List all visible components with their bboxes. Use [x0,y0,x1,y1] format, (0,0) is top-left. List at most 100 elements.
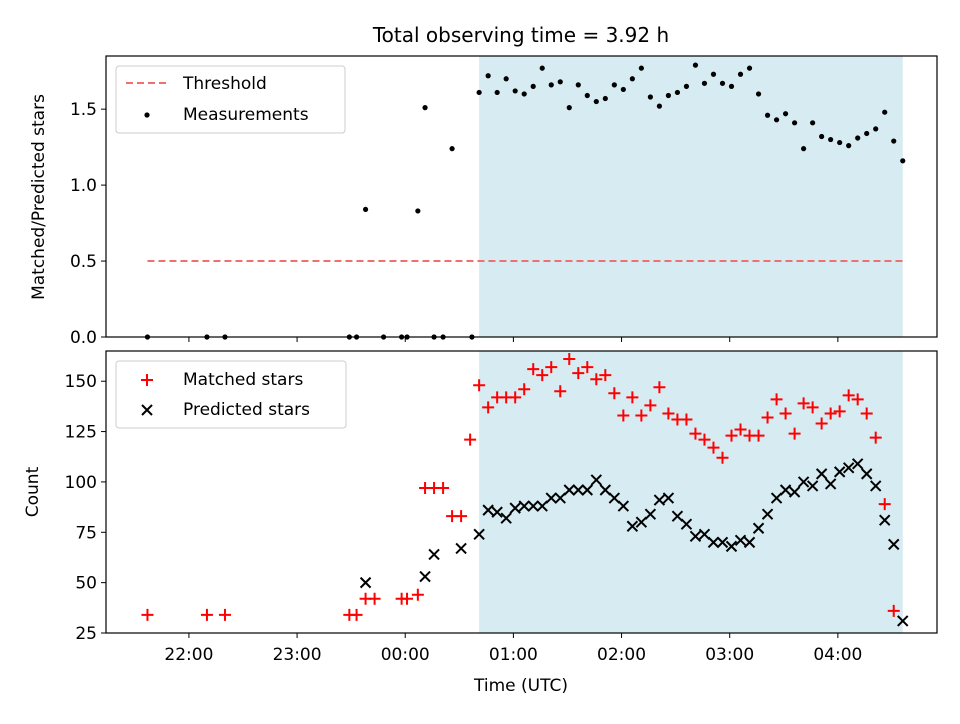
x-tick-label: 03:00 [705,645,754,665]
matched-star-point [518,383,531,396]
predicted-star-point [536,500,548,512]
predicted-star-point [572,484,584,496]
matched-star-point [590,373,603,386]
measurement-point [422,105,428,111]
x-tick-label: 04:00 [813,645,862,665]
matched-star-point [563,353,576,366]
measurement-point [900,158,906,164]
measurement-point [602,95,608,102]
measurement-point [873,126,879,132]
predicted-star-point [806,480,819,492]
measurements-legend-label: Measurements [183,105,309,125]
bottom-y-axis-label: Count [23,466,43,517]
matched-star-point [806,401,819,414]
predicted-star-point [725,540,738,553]
matched-star-point [455,510,468,523]
predicted-star-point [518,500,530,512]
predicted-star-point [860,468,873,480]
matched-star-point [860,407,873,420]
measurement-point [415,208,421,214]
matched-star-point [608,387,621,400]
measurement-point [512,88,518,94]
measurement-point [837,139,843,146]
matched-star-point [788,427,801,440]
measurement-point [755,91,762,97]
bottom-y-tick-label: 50 [75,574,97,594]
predicted-star-point [473,528,485,541]
measurement-point [665,92,672,99]
matched-star-point [779,407,792,420]
matched-star-point [653,381,666,394]
matched-stars-legend-label: Matched stars [183,370,303,390]
predicted-star-point [428,548,440,561]
measurement-point [674,89,681,96]
predicted-star-point [626,520,639,532]
bottom-observing-window-shade [479,351,903,633]
matched-star-point [536,369,549,382]
measurement-point [846,143,852,149]
predicted-star-point [527,500,539,512]
matched-star-point [437,481,450,494]
measurement-point [801,146,807,152]
predicted-star-point [635,516,648,528]
x-tick-label: 02:00 [597,645,646,665]
matched-star-point [698,433,711,446]
matched-star-point [725,429,738,442]
top-legend-box [115,65,346,134]
measurement-point [764,112,771,118]
measurement-point [521,91,527,97]
bottom-legend: Matched stars Predicted stars [115,360,347,429]
predicted-star-point [870,480,882,492]
measurement-point [557,79,563,85]
predicted-star-point [491,506,503,518]
measurement-point [494,89,500,96]
matched-star-point [482,401,495,414]
top-panel: 0.0 0.5 1.0 1.5 Matched/Predicted stars Thr… [29,55,938,348]
matched-star-point [464,433,477,446]
matched-star-point [689,427,702,440]
matched-star-point [833,405,846,418]
measurement-point [620,86,626,93]
matched-star-point [509,391,522,404]
matched-star-point [851,393,864,406]
chart-title: Total observing time = 3.92 h [372,23,669,47]
x-tick-label: 22:00 [164,645,213,665]
predicted-star-point [455,542,467,555]
bottom-y-tick-label: 125 [65,423,97,443]
measurement-point [692,62,699,68]
matched-star-point [368,592,381,605]
measurement-point [530,83,536,89]
matched-star-point [141,608,154,621]
predicted-star-point [359,576,372,589]
matched-star-point [761,411,774,424]
top-y-tick-label: 0.0 [70,328,97,348]
matched-star-point [473,379,486,392]
predicted-star-point [689,530,702,543]
predicted-star-point [608,492,621,504]
measurements-legend-swatch [144,112,150,118]
predicted-star-point [698,528,711,541]
measurement-point [828,136,834,143]
measurement-point [746,65,753,71]
matched-star-point [770,393,783,406]
matched-star-point [734,423,747,436]
predicted-star-point [563,484,575,496]
matched-star-point [635,409,648,422]
top-legend: Threshold Measurements [115,65,346,134]
matched-star-point [716,451,729,464]
measurement-point [773,117,780,123]
predicted-star-point [770,492,783,504]
matched-star-point [680,413,693,426]
measurement-point [539,65,545,71]
bottom-legend-box [115,360,347,429]
predicted-star-point [509,502,521,514]
matched-star-point [824,407,837,420]
matched-star-point [644,399,657,412]
measurement-point [593,98,599,105]
measurement-point [362,206,369,213]
predicted-star-point [707,536,720,549]
matched-star-point [869,431,882,444]
predicted-star-point [752,522,765,534]
predicted-star-point [788,486,801,498]
top-y-axis-label: Matched/Predicted stars [29,94,49,300]
